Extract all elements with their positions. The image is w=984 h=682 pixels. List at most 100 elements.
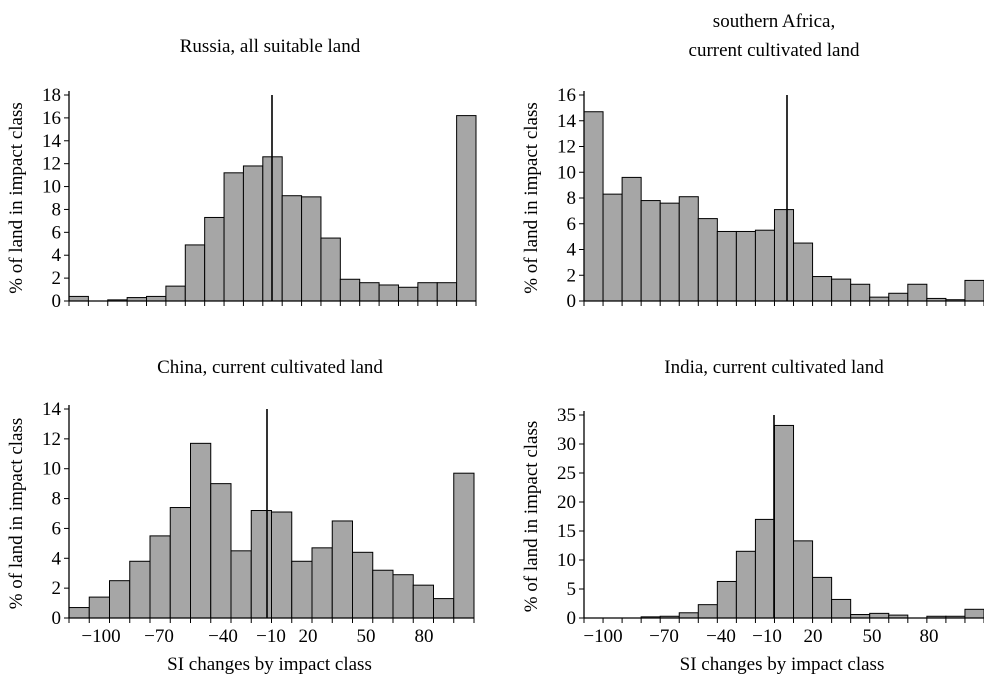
- bar-china-18: [433, 598, 455, 619]
- bar-russia-0: [68, 295, 89, 302]
- bar-southern-africa-16: [888, 292, 909, 302]
- y-tick-label-china-5: 10: [42, 459, 61, 480]
- y-tick-label-india-1: 5: [567, 579, 577, 600]
- x-tick-label-india-1: −70: [649, 626, 679, 647]
- bar-india-7: [716, 580, 737, 619]
- chart-title-china: China, current cultivated land: [157, 357, 383, 378]
- bar-china-16: [392, 574, 414, 619]
- x-tick-label-india-6: 80: [920, 626, 939, 647]
- y-tick-label-russia-0: 0: [52, 291, 62, 312]
- y-tick-label-southern-africa-4: 8: [567, 188, 577, 209]
- y-tick-label-india-6: 30: [557, 434, 576, 455]
- chart-panel-india: India, current cultivated land % of land …: [521, 357, 984, 675]
- bar-india-6: [697, 604, 718, 619]
- bar-india-11: [793, 540, 814, 619]
- bar-china-2: [109, 580, 131, 619]
- bar-china-10: [271, 511, 293, 619]
- bar-southern-africa-10: [773, 209, 795, 302]
- x-tick-label-india-4: 20: [804, 626, 823, 647]
- bar-china-6: [190, 442, 212, 619]
- bar-russia-4: [146, 295, 167, 302]
- bar-china-0: [68, 607, 90, 619]
- y-tick-label-southern-africa-0: 0: [567, 291, 577, 312]
- bar-southern-africa-4: [659, 202, 680, 302]
- y-tick-label-southern-africa-6: 12: [557, 137, 576, 158]
- y-tick-label-china-6: 12: [42, 429, 61, 450]
- x-tick-label-india-3: −10: [752, 626, 782, 647]
- bar-southern-africa-8: [735, 230, 756, 302]
- bar-russia-6: [184, 244, 206, 302]
- bar-india-9: [754, 518, 775, 619]
- bar-russia-9: [242, 165, 264, 302]
- y-tick-label-russia-1: 2: [52, 268, 62, 289]
- bar-russia-13: [320, 237, 341, 302]
- bar-china-8: [230, 550, 252, 619]
- bar-china-11: [291, 560, 313, 619]
- bar-southern-africa-14: [850, 283, 871, 302]
- y-tick-label-russia-7: 14: [42, 131, 62, 152]
- chart-title-russia: Russia, all suitable land: [180, 36, 361, 57]
- bar-southern-africa-1: [602, 193, 623, 302]
- x-tick-label-china-3: −10: [256, 626, 286, 647]
- x-tick-label-india-2: −40: [706, 626, 736, 647]
- y-tick-label-china-7: 14: [42, 399, 62, 420]
- y-tick-label-china-2: 4: [52, 548, 62, 569]
- bar-russia-12: [301, 196, 322, 302]
- x-tick-label-china-6: 80: [415, 626, 434, 647]
- bar-southern-africa-5: [678, 196, 699, 302]
- bar-southern-africa-11: [793, 242, 814, 302]
- y-tick-label-india-2: 10: [557, 550, 576, 571]
- bar-china-5: [169, 507, 191, 619]
- bar-india-15: [869, 612, 890, 619]
- bar-southern-africa-6: [697, 218, 718, 302]
- bar-southern-africa-2: [621, 176, 642, 302]
- bar-china-17: [412, 584, 434, 619]
- chart-title-india: India, current cultivated land: [664, 357, 884, 378]
- y-tick-label-china-3: 6: [52, 518, 62, 539]
- bar-southern-africa-17: [907, 283, 928, 302]
- bar-india-5: [678, 612, 699, 619]
- y-axis-label-southern-africa: % of land in impact class: [521, 102, 542, 294]
- bar-china-15: [372, 569, 394, 619]
- y-tick-label-southern-africa-3: 6: [567, 214, 577, 235]
- y-tick-label-russia-3: 6: [52, 222, 62, 243]
- bar-russia-17: [397, 286, 419, 302]
- bar-india-13: [831, 598, 852, 619]
- y-tick-label-southern-africa-8: 16: [557, 85, 576, 106]
- y-tick-label-southern-africa-2: 4: [567, 240, 577, 261]
- y-tick-label-china-4: 8: [52, 489, 62, 510]
- bar-russia-5: [165, 285, 186, 302]
- bar-russia-19: [436, 282, 458, 302]
- bar-southern-africa-9: [754, 229, 775, 302]
- bar-china-4: [149, 535, 171, 619]
- y-axis-label-russia: % of land in impact class: [6, 102, 27, 294]
- bar-southern-africa-20: [964, 279, 984, 302]
- bar-southern-africa-13: [831, 278, 852, 302]
- bar-india-12: [812, 576, 833, 619]
- y-tick-label-russia-8: 16: [42, 108, 61, 129]
- x-tick-label-india-5: 50: [863, 626, 882, 647]
- bar-china-14: [352, 551, 374, 619]
- chart-panel-russia: Russia, all suitable land % of land in im…: [6, 36, 477, 312]
- y-tick-label-china-0: 0: [52, 608, 62, 629]
- bar-russia-15: [359, 282, 380, 302]
- bar-india-10: [773, 424, 795, 619]
- bar-russia-20: [456, 115, 477, 302]
- y-tick-label-russia-5: 10: [42, 177, 61, 198]
- x-axis-label-india: SI changes by impact class: [680, 654, 885, 675]
- x-tick-label-china-1: −70: [144, 626, 174, 647]
- y-tick-label-russia-4: 8: [52, 199, 62, 220]
- x-tick-label-china-5: 50: [357, 626, 376, 647]
- bar-russia-16: [378, 284, 399, 302]
- y-tick-label-russia-9: 18: [42, 85, 61, 106]
- x-tick-label-china-4: 20: [299, 626, 318, 647]
- bar-china-7: [210, 483, 232, 619]
- chart-panel-china: China, current cultivated land % of land …: [6, 357, 475, 675]
- bar-china-1: [88, 596, 110, 619]
- y-tick-label-russia-2: 4: [52, 245, 62, 266]
- x-tick-label-india-0: −100: [583, 626, 622, 647]
- bar-china-12: [311, 547, 333, 619]
- bar-southern-africa-7: [716, 230, 737, 302]
- chart-title-southern-africa-line-1: southern Africa,: [713, 11, 835, 32]
